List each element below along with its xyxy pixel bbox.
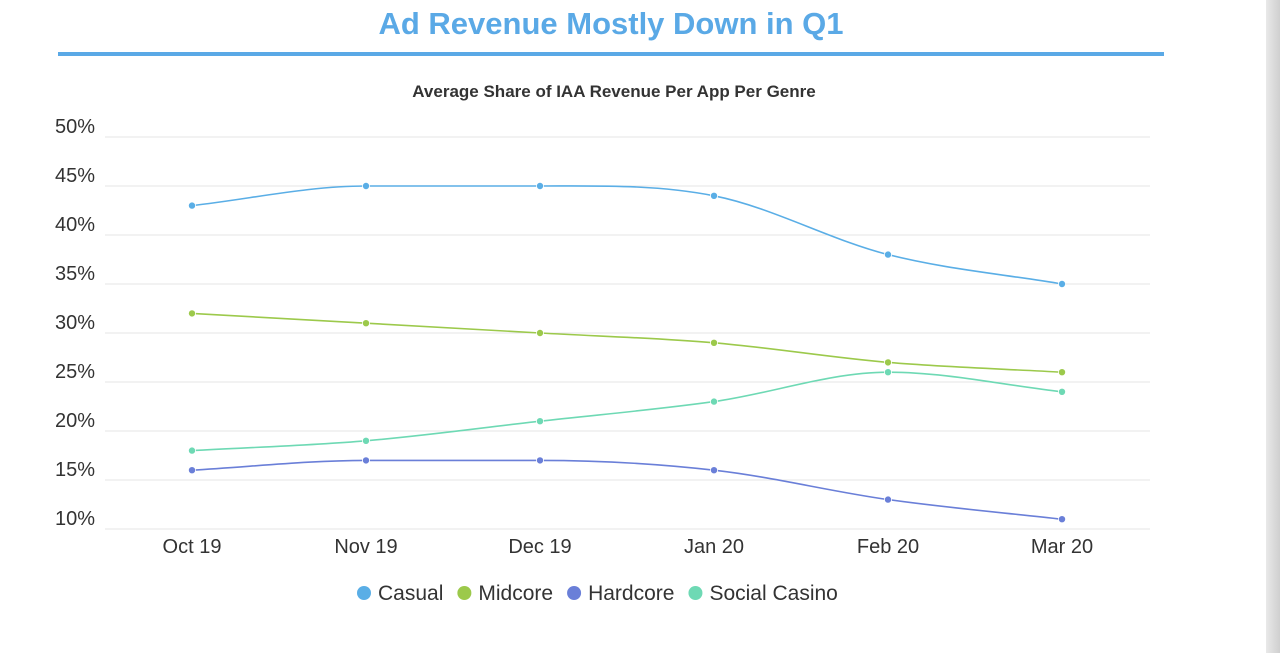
data-point-casual[interactable] (1058, 279, 1067, 288)
y-axis: 10% 15% 20% 25% 30% 35% 40% 45% 50% (55, 116, 95, 530)
legend-marker (457, 586, 472, 600)
legend-item-hardcore[interactable]: Hardcore (567, 582, 674, 605)
x-tick-label: Mar 20 (1031, 536, 1093, 558)
chart-title: Average Share of IAA Revenue Per App Per… (412, 82, 815, 101)
y-tick-label: 50% (55, 116, 95, 138)
data-point-social-casino[interactable] (536, 417, 545, 426)
y-tick-label: 25% (55, 361, 95, 383)
y-tick-label: 35% (55, 263, 95, 285)
data-point-midcore[interactable] (1058, 368, 1067, 377)
x-tick-label: Dec 19 (508, 536, 571, 558)
y-tick-label: 20% (55, 410, 95, 432)
data-point-midcore[interactable] (884, 358, 893, 367)
data-point-social-casino[interactable] (884, 368, 893, 377)
series-line-casual (191, 185, 1063, 285)
data-point-social-casino[interactable] (187, 446, 196, 455)
series-line-social-casino (191, 371, 1063, 452)
series-lines (191, 185, 1063, 520)
series-line-midcore (191, 312, 1063, 373)
legend-label: Hardcore (588, 582, 674, 605)
data-point-hardcore[interactable] (710, 466, 719, 475)
data-point-social-casino[interactable] (361, 436, 370, 445)
data-point-social-casino[interactable] (710, 397, 719, 406)
window-edge (1266, 0, 1280, 653)
data-point-casual[interactable] (536, 181, 545, 190)
title-underline (58, 52, 1164, 56)
data-point-hardcore[interactable] (884, 495, 893, 504)
y-tick-label: 30% (55, 312, 95, 334)
y-tick-label: 45% (55, 165, 95, 187)
y-tick-label: 10% (55, 508, 95, 530)
y-tick-label: 40% (55, 214, 95, 236)
legend-label: Social Casino (709, 582, 837, 605)
data-point-hardcore[interactable] (187, 466, 196, 475)
legend-item-casual[interactable]: Casual (357, 582, 443, 605)
page-title: Ad Revenue Mostly Down in Q1 (378, 6, 844, 41)
legend-label: Midcore (478, 582, 553, 605)
x-tick-label: Nov 19 (334, 536, 397, 558)
data-point-casual[interactable] (187, 201, 196, 210)
x-axis: Oct 19 Nov 19 Dec 19 Jan 20 Feb 20 Mar 20 (163, 536, 1094, 558)
data-point-casual[interactable] (361, 181, 370, 190)
legend-marker (688, 586, 703, 600)
series-points (187, 181, 1067, 524)
data-point-hardcore[interactable] (361, 456, 370, 465)
legend-item-midcore[interactable]: Midcore (457, 582, 553, 605)
y-tick-label: 15% (55, 459, 95, 481)
series-line-hardcore (191, 459, 1063, 520)
data-point-midcore[interactable] (536, 328, 545, 337)
data-point-hardcore[interactable] (1058, 515, 1067, 524)
data-point-social-casino[interactable] (1058, 387, 1067, 396)
data-point-midcore[interactable] (187, 309, 196, 318)
legend[interactable]: Casual Midcore Hardcore Social Casino (357, 582, 838, 605)
data-point-midcore[interactable] (710, 338, 719, 347)
data-point-casual[interactable] (884, 250, 893, 259)
legend-item-social-casino[interactable]: Social Casino (688, 582, 838, 605)
data-point-midcore[interactable] (361, 319, 370, 328)
legend-marker (567, 586, 582, 600)
x-tick-label: Feb 20 (857, 536, 919, 558)
data-point-casual[interactable] (710, 191, 719, 200)
legend-marker (357, 586, 371, 600)
data-point-hardcore[interactable] (536, 456, 545, 465)
legend-label: Casual (378, 582, 443, 605)
x-tick-label: Jan 20 (684, 536, 744, 558)
x-tick-label: Oct 19 (163, 536, 222, 558)
